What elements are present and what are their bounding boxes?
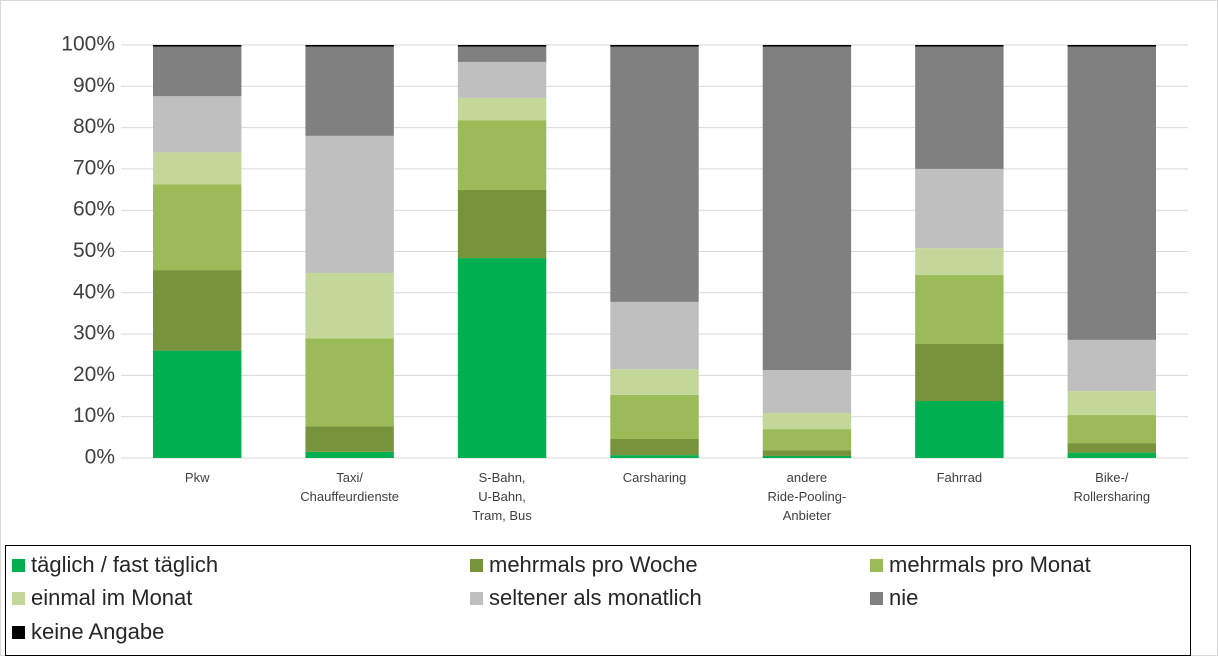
bar-segment: [153, 45, 242, 47]
y-tick-label: 60%: [73, 198, 115, 221]
bar-segment: [305, 46, 394, 136]
legend-swatch: [12, 626, 25, 639]
legend-label: einmal im Monat: [31, 585, 192, 610]
bar-segment: [915, 401, 1004, 458]
legend-swatch: [470, 592, 483, 605]
legend-swatch: [470, 559, 483, 572]
bar-segment: [153, 270, 242, 351]
legend-label: mehrmals pro Woche: [489, 552, 698, 577]
bar-segment: [762, 45, 852, 47]
y-tick-label: 50%: [73, 239, 115, 262]
y-tick-label: 20%: [73, 363, 115, 386]
legend-label: keine Angabe: [31, 619, 164, 644]
x-tick-label: Pkw: [184, 470, 210, 485]
bar-segment: [1067, 391, 1156, 416]
bar-segment: [305, 451, 394, 458]
legend-label: seltener als monatlich: [489, 585, 702, 610]
bar-segment: [762, 450, 852, 456]
bar-segment: [762, 455, 852, 458]
x-tick-label: Bike-/ Rollersharing: [1073, 470, 1151, 504]
bar-segment: [305, 426, 394, 452]
bar-segment: [1067, 443, 1156, 453]
x-tick-label: S-Bahn, U-Bahn, Tram, Bus: [472, 470, 532, 523]
y-tick-label: 10%: [73, 404, 115, 427]
bar-segment: [762, 429, 852, 451]
bar-segment: [915, 46, 1004, 169]
bar-segment: [457, 120, 547, 190]
bar-segment: [305, 338, 394, 427]
bar-segment: [915, 168, 1004, 249]
bar-segment: [305, 135, 394, 273]
bar-segment: [915, 344, 1004, 402]
y-tick-label: 40%: [73, 280, 115, 303]
bar-segment: [762, 46, 852, 371]
x-tick-label: Taxi/ Chauffeurdienste: [300, 470, 400, 504]
bar-segment: [1067, 339, 1156, 392]
bar-segment: [153, 152, 242, 185]
bar-segment: [457, 258, 547, 458]
y-tick-label: 0%: [85, 446, 115, 469]
bar-segment: [153, 96, 242, 153]
bar-segment: [1067, 415, 1156, 444]
bar-segment: [457, 61, 547, 98]
bar-segment: [153, 46, 242, 97]
bar-segment: [1067, 46, 1156, 340]
bar-segment: [153, 184, 242, 271]
bar-segment: [610, 455, 699, 458]
legend-label: täglich / fast täglich: [31, 552, 218, 577]
bar-segment: [915, 275, 1004, 345]
bar-segment: [457, 189, 547, 259]
bar-segment: [610, 369, 699, 395]
bar-segment: [305, 272, 394, 339]
legend-label: mehrmals pro Monat: [889, 552, 1091, 577]
legend-swatch: [870, 559, 883, 572]
legend-swatch: [12, 592, 25, 605]
legend-swatch: [870, 592, 883, 605]
bar-segment: [915, 248, 1004, 276]
bar-segment: [610, 439, 699, 456]
bar-segment: [915, 45, 1004, 47]
bar-segment: [610, 394, 699, 440]
bar-segment: [1067, 452, 1156, 458]
y-tick-label: 90%: [73, 74, 115, 97]
bar-segment: [457, 97, 547, 121]
x-tick-label: Fahrrad: [936, 470, 983, 485]
bar-segment: [457, 46, 547, 62]
x-tick-label: andere Ride-Pooling- Anbieter: [767, 470, 847, 523]
bar-segment: [762, 412, 852, 430]
y-tick-label: 70%: [73, 156, 115, 179]
legend-swatch: [12, 559, 25, 572]
y-tick-label: 30%: [73, 322, 115, 345]
y-tick-label: 100%: [61, 33, 115, 56]
bar-segment: [153, 350, 242, 458]
bar-segment: [1067, 45, 1156, 47]
x-tick-label: Carsharing: [622, 470, 687, 485]
bar-segment: [610, 301, 699, 370]
legend-label: nie: [889, 585, 918, 610]
bar-segment: [610, 45, 699, 47]
bar-segment: [610, 46, 699, 302]
bar-segment: [762, 370, 852, 413]
y-tick-label: 80%: [73, 115, 115, 138]
bar-segment: [457, 45, 547, 47]
bar-segment: [305, 45, 394, 47]
